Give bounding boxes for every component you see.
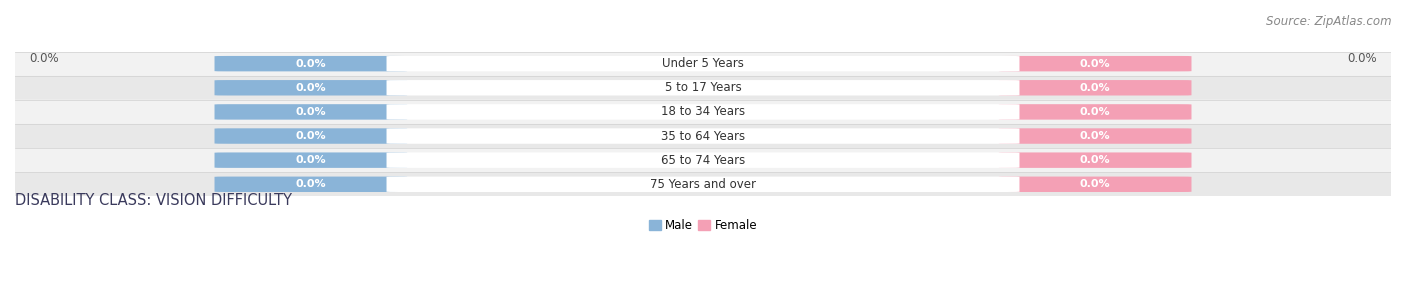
Text: 35 to 64 Years: 35 to 64 Years xyxy=(661,130,745,142)
FancyBboxPatch shape xyxy=(15,148,1391,172)
Text: 0.0%: 0.0% xyxy=(1080,107,1111,117)
Text: 0.0%: 0.0% xyxy=(295,155,326,165)
Text: 75 Years and over: 75 Years and over xyxy=(650,178,756,191)
FancyBboxPatch shape xyxy=(998,80,1191,95)
FancyBboxPatch shape xyxy=(998,177,1191,192)
Text: 65 to 74 Years: 65 to 74 Years xyxy=(661,154,745,167)
FancyBboxPatch shape xyxy=(215,177,408,192)
Text: Source: ZipAtlas.com: Source: ZipAtlas.com xyxy=(1267,15,1392,28)
Text: 0.0%: 0.0% xyxy=(1080,83,1111,93)
Legend: Male, Female: Male, Female xyxy=(644,214,762,237)
Text: 18 to 34 Years: 18 to 34 Years xyxy=(661,106,745,118)
Text: 0.0%: 0.0% xyxy=(1347,52,1378,65)
FancyBboxPatch shape xyxy=(215,80,408,95)
FancyBboxPatch shape xyxy=(998,152,1191,168)
Text: 0.0%: 0.0% xyxy=(295,83,326,93)
FancyBboxPatch shape xyxy=(215,152,408,168)
FancyBboxPatch shape xyxy=(387,56,1019,71)
Text: 0.0%: 0.0% xyxy=(295,179,326,189)
Text: 0.0%: 0.0% xyxy=(1080,179,1111,189)
FancyBboxPatch shape xyxy=(998,104,1191,120)
FancyBboxPatch shape xyxy=(215,128,408,144)
FancyBboxPatch shape xyxy=(215,104,408,120)
Text: DISABILITY CLASS: VISION DIFFICULTY: DISABILITY CLASS: VISION DIFFICULTY xyxy=(15,193,292,208)
FancyBboxPatch shape xyxy=(387,152,1019,168)
Text: 0.0%: 0.0% xyxy=(295,107,326,117)
FancyBboxPatch shape xyxy=(387,177,1019,192)
Text: 5 to 17 Years: 5 to 17 Years xyxy=(665,81,741,94)
Text: 0.0%: 0.0% xyxy=(295,59,326,69)
FancyBboxPatch shape xyxy=(15,76,1391,100)
FancyBboxPatch shape xyxy=(998,128,1191,144)
Text: 0.0%: 0.0% xyxy=(1080,59,1111,69)
FancyBboxPatch shape xyxy=(387,80,1019,95)
FancyBboxPatch shape xyxy=(15,52,1391,76)
Text: Under 5 Years: Under 5 Years xyxy=(662,57,744,70)
FancyBboxPatch shape xyxy=(998,56,1191,71)
Text: 0.0%: 0.0% xyxy=(28,52,59,65)
Text: 0.0%: 0.0% xyxy=(1080,155,1111,165)
Text: 0.0%: 0.0% xyxy=(295,131,326,141)
FancyBboxPatch shape xyxy=(215,56,408,71)
FancyBboxPatch shape xyxy=(15,124,1391,148)
FancyBboxPatch shape xyxy=(387,104,1019,120)
FancyBboxPatch shape xyxy=(15,172,1391,196)
Text: 0.0%: 0.0% xyxy=(1080,131,1111,141)
FancyBboxPatch shape xyxy=(387,128,1019,144)
FancyBboxPatch shape xyxy=(15,100,1391,124)
